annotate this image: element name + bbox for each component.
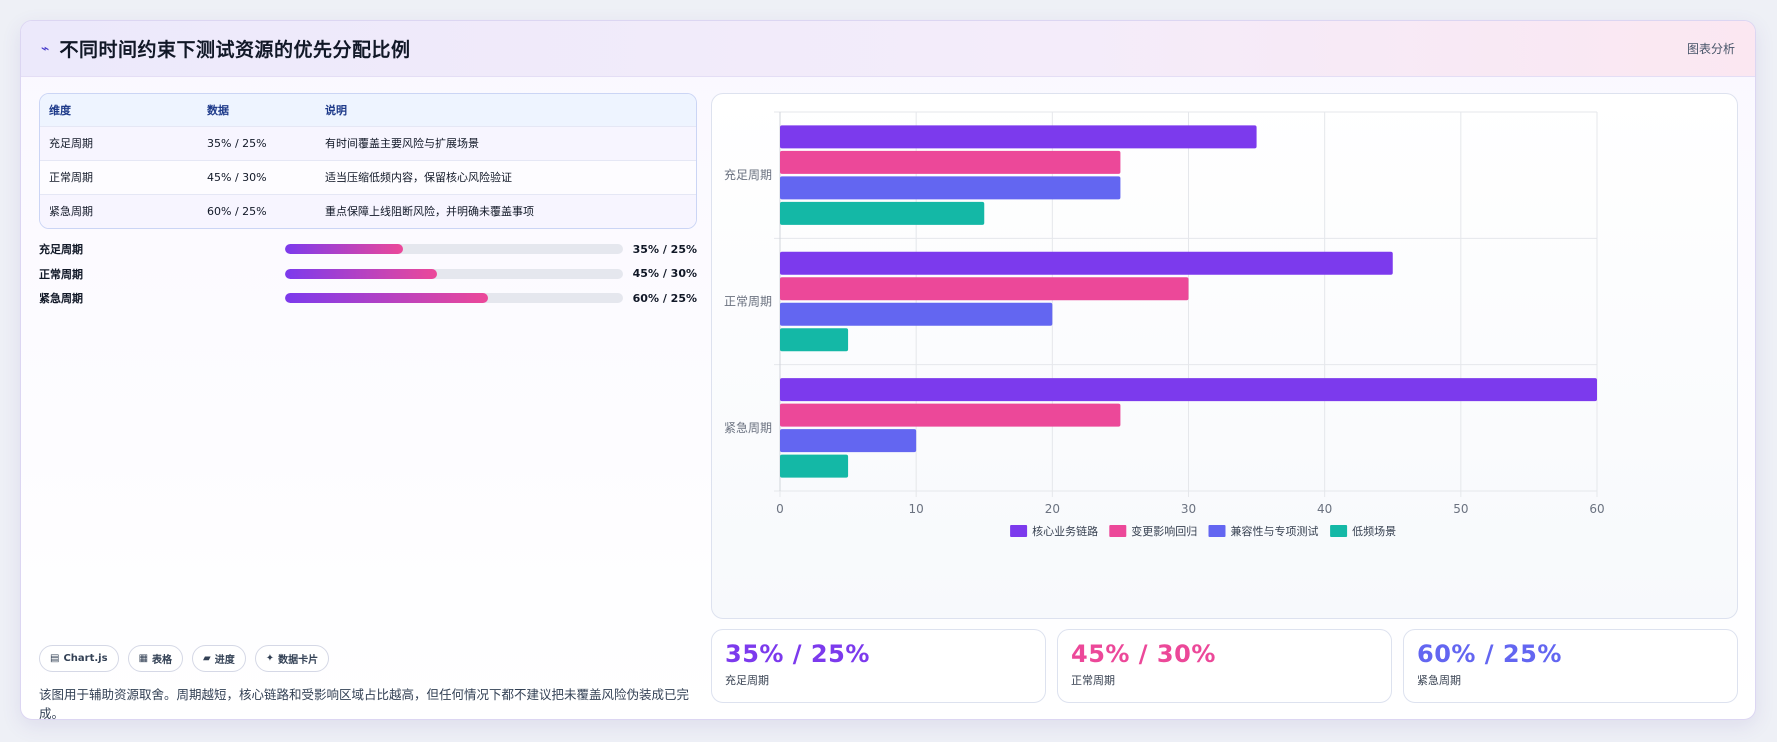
table-cell-data: 35% / 25% [198, 125, 316, 160]
progress-fill [284, 268, 437, 279]
stat-label: 紧急周期 [1417, 674, 1461, 687]
bar [780, 378, 1597, 402]
progress-track [284, 268, 623, 279]
x-tick-label: 30 [1181, 502, 1196, 516]
table-row: 正常周期 45% / 30% 适当压缩低频内容，保留核心风险验证 [40, 159, 696, 194]
legend-swatch [1010, 525, 1028, 537]
x-tick-label: 0 [776, 502, 784, 516]
card-header: ⌁ 不同时间约束下测试资源的优先分配比例 图表分析 [21, 21, 1755, 77]
stat-value: 45% / 30% [1071, 640, 1216, 668]
table-cell-description: 重点保障上线阻断风险，并明确未覆盖事项 [316, 193, 696, 228]
bar [780, 125, 1257, 149]
bar [780, 429, 917, 453]
bar [780, 403, 1121, 427]
x-tick-label: 40 [1317, 502, 1332, 516]
x-tick-label: 10 [909, 502, 924, 516]
legend-swatch [1330, 525, 1348, 537]
table-header-data: 数据 [207, 103, 229, 117]
table-header-row: 维度 数据 说明 [40, 94, 696, 126]
table-cell-dimension: 正常周期 [40, 159, 198, 194]
table-row: 紧急周期 60% / 25% 重点保障上线阻断风险，并明确未覆盖事项 [40, 193, 696, 228]
table-icon: ▦ [138, 653, 149, 664]
stat-label: 正常周期 [1071, 674, 1115, 687]
y-tick-label: 充足周期 [724, 167, 772, 182]
legend-label: 变更影响回归 [1131, 524, 1197, 538]
chip-label: 数据卡片 [278, 655, 319, 666]
chart-icon: ▤ [50, 653, 60, 664]
progress-track [284, 244, 623, 255]
legend-label: 低频场景 [1352, 524, 1396, 538]
chip-progress[interactable]: ▰ 进度 [192, 645, 246, 672]
tag-chips: ▤ Chart.js ▦ 表格 ▰ 进度 ✦ 数据卡片 [39, 645, 330, 672]
bar-chart-panel: 0 10 20 30 40 50 60 充足周期正常周期紧急周期核心业务链路 变更影响回归 兼容性… [711, 93, 1738, 619]
progress-value: 45% / 30% [632, 267, 697, 281]
legend-label: 核心业务链路 [1032, 524, 1098, 538]
table-row: 充足周期 35% / 25% 有时间覆盖主要风险与扩展场景 [40, 125, 696, 160]
table-cell-dimension: 紧急周期 [40, 193, 198, 228]
title-group: ⌁ 不同时间约束下测试资源的优先分配比例 [41, 35, 410, 62]
chart-note: 该图用于辅助资源取舍。周期越短，核心链路和受影响区域占比越高，但任何情况下都不建… [39, 687, 690, 720]
progress-fill [284, 293, 488, 304]
chart-card-container: ⌁ 不同时间约束下测试资源的优先分配比例 图表分析 维度 数据 说明 充足周期 … [20, 20, 1756, 720]
chart-analysis-label: 图表分析 [1686, 42, 1735, 56]
bar [780, 201, 985, 225]
bar [780, 302, 1053, 326]
left-panel: 维度 数据 说明 充足周期 35% / 25% 有时间覆盖主要风险与扩展场景 正… [39, 93, 697, 719]
stat-value: 60% / 25% [1417, 640, 1562, 668]
legend-label: 兼容性与专项测试 [1231, 524, 1319, 538]
legend-swatch [1109, 525, 1127, 537]
table-cell-data: 60% / 25% [198, 193, 316, 228]
x-tick-label: 20 [1045, 502, 1060, 516]
bar [780, 328, 849, 352]
progress-label: 充足周期 [39, 243, 83, 257]
y-tick-label: 紧急周期 [724, 420, 772, 435]
progress-label: 正常周期 [39, 267, 83, 281]
stat-label: 充足周期 [725, 674, 769, 687]
progress-value: 60% / 25% [632, 291, 697, 305]
table-cell-dimension: 充足周期 [40, 125, 198, 160]
chip-label: 进度 [214, 655, 235, 666]
table-header-description: 说明 [325, 103, 347, 117]
stat-cards: 35% / 25% 充足周期 45% / 30% 正常周期 60% / 25% … [711, 629, 1738, 703]
x-tick-label: 60 [1589, 502, 1604, 516]
table-header-dimension: 维度 [49, 103, 71, 117]
bar [780, 454, 849, 478]
bar [780, 251, 1393, 275]
progress-value: 35% / 25% [632, 242, 697, 256]
progress-icon: ▰ [203, 653, 211, 664]
progress-row: 正常周期 45% / 30% [39, 262, 697, 287]
progress-row: 充足周期 35% / 25% [39, 237, 697, 262]
chip-table[interactable]: ▦ 表格 [127, 645, 184, 672]
data-table: 维度 数据 说明 充足周期 35% / 25% 有时间覆盖主要风险与扩展场景 正… [39, 93, 697, 229]
progress-track [284, 293, 623, 304]
stat-card: 35% / 25% 充足周期 [711, 629, 1046, 703]
chip-label: 表格 [152, 655, 173, 666]
stat-card: 45% / 30% 正常周期 [1057, 629, 1392, 703]
chip-label: Chart.js [63, 653, 108, 664]
progress-label: 紧急周期 [39, 292, 83, 306]
table-cell-data: 45% / 30% [198, 159, 316, 194]
legend-swatch [1208, 525, 1226, 537]
bar [780, 150, 1121, 174]
table-cell-description: 适当压缩低频内容，保留核心风险验证 [316, 159, 696, 194]
sparkle-icon: ✦ [265, 653, 275, 664]
table-cell-description: 有时间覆盖主要风险与扩展场景 [316, 125, 696, 160]
progress-fill [284, 244, 404, 255]
stat-card: 60% / 25% 紧急周期 [1403, 629, 1738, 703]
progress-row: 紧急周期 60% / 25% [39, 286, 697, 311]
y-tick-label: 正常周期 [724, 295, 772, 309]
x-tick-label: 50 [1453, 502, 1468, 516]
chip-data-card[interactable]: ✦ 数据卡片 [254, 645, 330, 672]
chip-chartjs[interactable]: ▤ Chart.js [39, 645, 119, 672]
stat-value: 35% / 25% [725, 640, 870, 668]
progress-list: 充足周期 35% / 25% 正常周期 45% / 30% 紧急周期 60% /… [39, 237, 697, 311]
page-title: 不同时间约束下测试资源的优先分配比例 [59, 39, 411, 61]
line-chart-icon: ⌁ [41, 40, 50, 57]
bar [780, 176, 1121, 200]
bar [780, 277, 1189, 301]
